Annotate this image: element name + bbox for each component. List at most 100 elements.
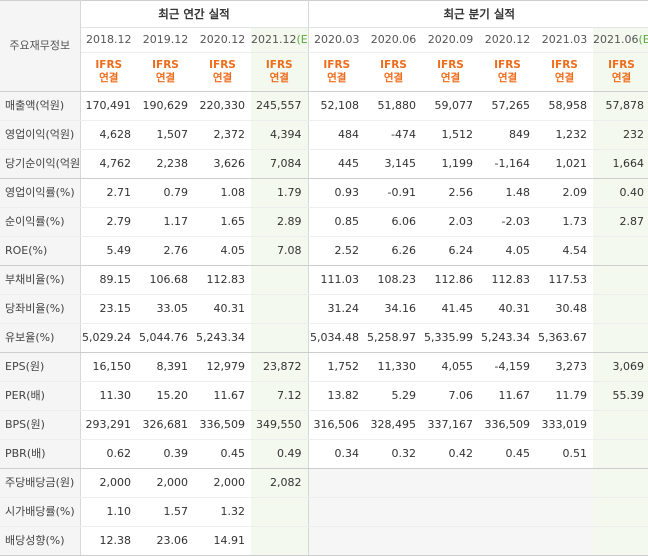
table-cell: 2,000 — [80, 469, 137, 498]
table-cell — [593, 498, 648, 527]
table-cell — [308, 527, 365, 556]
table-cell: 5,044.76 — [137, 324, 194, 353]
table-cell: 0.79 — [137, 179, 194, 208]
header-group-row: 주요재무정보 최근 연간 실적 최근 분기 실적 — [0, 1, 648, 28]
row-label: 당기순이익(억원) — [0, 150, 80, 179]
table-cell: 1.17 — [137, 208, 194, 237]
annual-group-title: 최근 연간 실적 — [80, 1, 308, 28]
table-cell: 4.05 — [194, 237, 251, 266]
table-cell — [308, 469, 365, 498]
table-cell — [251, 527, 308, 556]
row-label: 매출액(억원) — [0, 92, 80, 121]
table-cell: 14.91 — [194, 527, 251, 556]
table-cell: 112.83 — [479, 266, 536, 295]
table-cell: 4.54 — [536, 237, 593, 266]
table-cell: 11,330 — [365, 353, 422, 382]
table-cell: 1,507 — [137, 121, 194, 150]
table-cell: 2,000 — [137, 469, 194, 498]
table-cell — [251, 324, 308, 353]
table-cell: 0.93 — [308, 179, 365, 208]
table-cell: 112.83 — [194, 266, 251, 295]
consolidated-text: 연결 — [536, 72, 593, 85]
table-cell: 5.49 — [80, 237, 137, 266]
table-cell — [536, 527, 593, 556]
period-label: 2021.06 — [593, 33, 639, 46]
row-label: PBR(배) — [0, 440, 80, 469]
period-header-estimate: 2021.12(E) — [251, 28, 308, 53]
table-cell — [251, 295, 308, 324]
table-cell: 40.31 — [194, 295, 251, 324]
table-cell: -4,159 — [479, 353, 536, 382]
period-header: 2020.12 — [479, 28, 536, 53]
table-cell: 2.56 — [422, 179, 479, 208]
period-header: 2018.12 — [80, 28, 137, 53]
table-cell: 0.39 — [137, 440, 194, 469]
table-cell: 11.30 — [80, 382, 137, 411]
row-label: 영업이익률(%) — [0, 179, 80, 208]
table-cell: 5,363.67 — [536, 324, 593, 353]
row-label: BPS(원) — [0, 411, 80, 440]
table-cell: 41.45 — [422, 295, 479, 324]
row-label: 순이익률(%) — [0, 208, 80, 237]
table-cell: 1.79 — [251, 179, 308, 208]
table-cell: 1.32 — [194, 498, 251, 527]
period-header: 2020.12 — [194, 28, 251, 53]
table-cell: 2.89 — [251, 208, 308, 237]
row-label: 주당배당금(원) — [0, 469, 80, 498]
table-cell: -1,164 — [479, 150, 536, 179]
row-label-header: 주요재무정보 — [0, 1, 80, 92]
table-cell: 2,000 — [194, 469, 251, 498]
consolidated-text: 연결 — [479, 72, 536, 85]
table-cell: 11.67 — [479, 382, 536, 411]
table-cell: 326,681 — [137, 411, 194, 440]
consolidated-text: 연결 — [81, 72, 138, 85]
table-cell: 1,021 — [536, 150, 593, 179]
table-cell: 328,495 — [365, 411, 422, 440]
table-cell: -0.91 — [365, 179, 422, 208]
table-cell: 7.08 — [251, 237, 308, 266]
table-cell: 5,029.24 — [80, 324, 137, 353]
table-cell — [365, 527, 422, 556]
table-cell: 445 — [308, 150, 365, 179]
table-cell: 4.05 — [479, 237, 536, 266]
table-cell: 1.08 — [194, 179, 251, 208]
period-label: 2021.12 — [251, 33, 297, 46]
ifrs-text: IFRS — [194, 59, 251, 72]
table-cell — [593, 295, 648, 324]
table-cell: 40.31 — [479, 295, 536, 324]
table-cell: 15.20 — [137, 382, 194, 411]
ifrs-text: IFRS — [251, 59, 308, 72]
consolidated-text: 연결 — [365, 72, 422, 85]
period-header: 2021.03 — [536, 28, 593, 53]
table-cell: 1.65 — [194, 208, 251, 237]
table-cell: 55.39 — [593, 382, 648, 411]
table-cell: 2.03 — [422, 208, 479, 237]
consolidated-text: 연결 — [194, 72, 251, 85]
table-cell: 6.26 — [365, 237, 422, 266]
period-header-estimate: 2021.06(E) — [593, 28, 648, 53]
table-cell — [479, 527, 536, 556]
table-cell: 5,243.34 — [194, 324, 251, 353]
ifrs-text: IFRS — [536, 59, 593, 72]
table-cell: 4,394 — [251, 121, 308, 150]
consolidated-text: 연결 — [593, 72, 648, 85]
table-cell — [593, 411, 648, 440]
table-cell — [536, 498, 593, 527]
row-label: 시가배당률(%) — [0, 498, 80, 527]
table-cell: 2,238 — [137, 150, 194, 179]
